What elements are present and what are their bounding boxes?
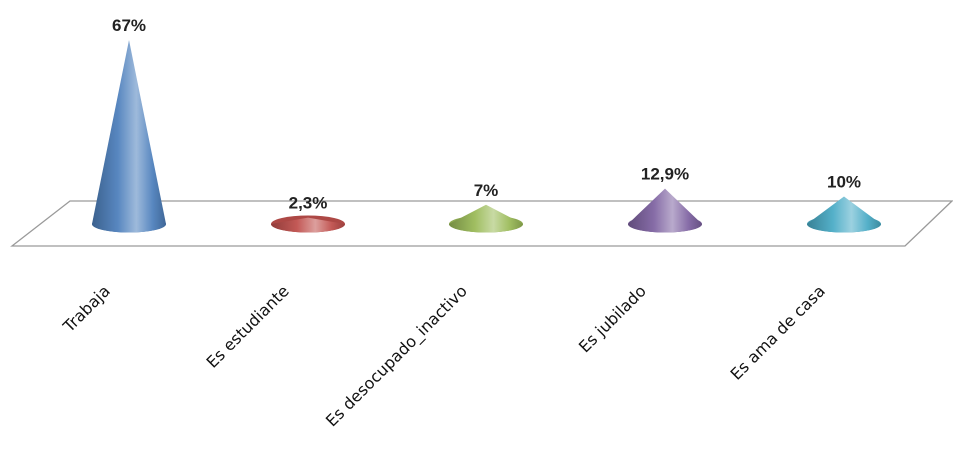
data-label-es-estudiante: 2,3%: [289, 194, 328, 213]
cone-es-estudiante: [271, 217, 345, 233]
data-label-es-jubilado: 12,9%: [641, 165, 689, 184]
category-label-es-jubilado: Es jubilado: [575, 281, 650, 356]
category-labels: Trabaja Es estudiante Es desocupado_inacti…: [59, 281, 829, 431]
data-label-trabaja: 67%: [112, 16, 146, 35]
cone-es-ama-de-casa: [807, 196, 881, 233]
category-label-es-desocupado-inactivo: Es desocupado_inactivo: [322, 281, 472, 431]
floor-plane: [10, 200, 953, 247]
cone-trabaja: [92, 40, 166, 233]
category-label-es-estudiante: Es estudiante: [202, 281, 292, 371]
data-labels: 67% 2,3% 7% 12,9% 10%: [112, 16, 861, 213]
cone-series: [92, 40, 881, 233]
cone-es-desocupado-inactivo: [449, 204, 523, 233]
data-label-es-ama-de-casa: 10%: [827, 173, 861, 192]
category-label-trabaja: Trabaja: [59, 281, 114, 336]
data-label-es-desocupado-inactivo: 7%: [474, 181, 499, 200]
cone-es-jubilado: [628, 188, 702, 233]
category-label-es-ama-de-casa: Es ama de casa: [727, 281, 829, 383]
